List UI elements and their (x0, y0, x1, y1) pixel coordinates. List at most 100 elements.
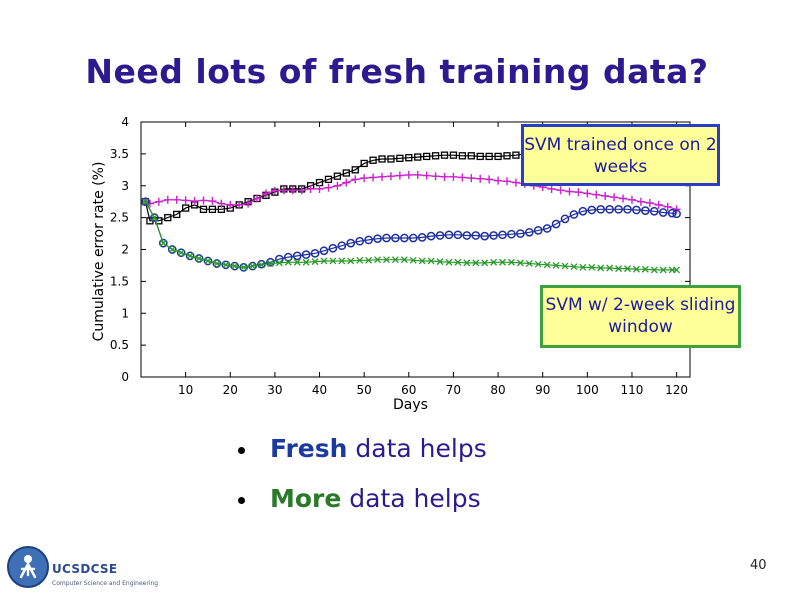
data-point (158, 238, 168, 248)
data-point (427, 257, 435, 265)
data-point (619, 194, 628, 203)
data-point (204, 257, 212, 265)
data-point (369, 173, 378, 182)
data-point (654, 200, 663, 209)
data-point (534, 260, 542, 268)
x-tick-label: 110 (621, 383, 644, 397)
data-point (356, 256, 364, 264)
data-point (458, 152, 467, 160)
logo-emblem-icon (7, 546, 49, 588)
y-tick-label: 3.5 (110, 147, 129, 161)
data-point (382, 233, 391, 243)
data-point (364, 235, 373, 245)
data-point (181, 204, 190, 212)
data-point (311, 258, 319, 266)
data-point (426, 231, 436, 241)
data-point (342, 169, 350, 177)
data-point (435, 231, 445, 240)
y-tick-label: 0 (121, 370, 129, 384)
data-point (190, 197, 199, 206)
y-tick-label: 4 (121, 115, 129, 129)
data-point (649, 206, 659, 216)
data-point (164, 213, 172, 222)
data-point (641, 265, 649, 273)
data-point (499, 258, 506, 266)
data-point (476, 152, 484, 161)
data-point (663, 202, 672, 211)
data-point (292, 251, 302, 261)
data-point (346, 238, 356, 248)
data-point (306, 184, 315, 193)
data-point (203, 256, 213, 266)
bullet-rest: data helps (347, 434, 487, 463)
data-point (551, 219, 561, 229)
data-point (440, 172, 449, 181)
data-point (329, 257, 337, 265)
data-point (208, 205, 217, 213)
bullet-dot-icon (238, 447, 245, 454)
data-point (400, 256, 408, 264)
data-point (337, 241, 347, 251)
data-point (253, 194, 262, 203)
data-point (386, 172, 395, 181)
data-point (569, 210, 579, 219)
data-point (489, 231, 498, 240)
data-point (614, 204, 623, 214)
y-tick-label: 2.5 (110, 211, 129, 225)
data-point (462, 231, 472, 240)
data-point (378, 155, 386, 163)
x-tick-label: 80 (490, 383, 505, 397)
x-tick-label: 30 (267, 383, 282, 397)
data-point (645, 198, 654, 207)
bullet-text: Fresh data helps (270, 434, 487, 463)
data-point (508, 258, 515, 266)
data-point (494, 176, 503, 185)
data-point (333, 181, 342, 190)
data-point (150, 213, 159, 222)
data-point (615, 265, 623, 273)
slide-title: Need lots of fresh training data? (85, 52, 709, 91)
data-point (417, 233, 427, 242)
data-point (658, 208, 668, 217)
data-point (185, 251, 195, 261)
x-tick-label: 120 (665, 383, 688, 397)
data-point (547, 184, 556, 193)
data-point (507, 229, 516, 239)
x-tick-label: 20 (223, 383, 238, 397)
data-point (632, 265, 640, 273)
data-point (480, 231, 490, 241)
callout-svm-trained-once: SVM trained once on 2 weeks (521, 124, 720, 186)
data-point (399, 233, 409, 243)
error-rate-chart: 0 0.5 1 1.5 2 2.5 3 3.5 4 10 20 30 40 50 60 70 80 90 100 11… (91, 115, 691, 413)
page-number: 40 (750, 558, 767, 573)
data-point (208, 197, 217, 206)
data-point (172, 195, 181, 204)
data-point (512, 151, 520, 159)
data-point (302, 258, 310, 266)
data-point (561, 262, 569, 270)
data-point (587, 205, 597, 215)
data-point (222, 261, 230, 269)
data-point (177, 249, 185, 257)
data-point (176, 248, 186, 258)
data-point (667, 208, 677, 218)
bullet-rest: data helps (341, 484, 481, 513)
data-point (288, 186, 297, 195)
data-point (173, 210, 181, 219)
data-point (360, 159, 368, 168)
data-point (552, 261, 560, 269)
data-point (511, 178, 520, 187)
data-point (279, 186, 288, 195)
data-point (516, 259, 524, 267)
data-point (409, 256, 417, 264)
data-point (453, 230, 463, 240)
data-point (673, 266, 681, 274)
data-point (328, 243, 338, 253)
data-point (319, 246, 329, 256)
data-point (301, 250, 311, 259)
data-point (574, 188, 583, 197)
data-point (310, 248, 320, 258)
data-point (422, 171, 431, 180)
data-point (351, 175, 360, 184)
data-point (659, 266, 667, 274)
